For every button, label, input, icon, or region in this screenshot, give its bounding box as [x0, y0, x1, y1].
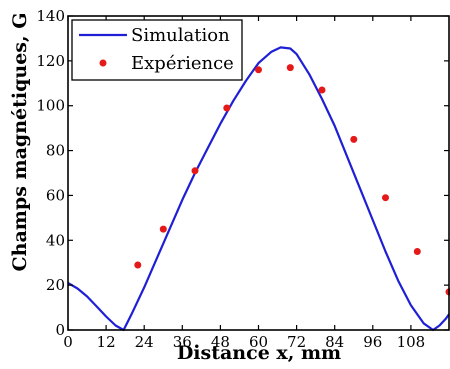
series-layer: [67, 46, 450, 332]
x-tick-label: 36: [173, 333, 192, 351]
y-tick-label: 60: [46, 186, 65, 204]
y-tick-label: 20: [46, 276, 65, 294]
data-point-experience: [159, 225, 167, 233]
x-tick-label: 72: [287, 333, 306, 351]
x-tick-label: 60: [249, 333, 268, 351]
legend: Simulation Expérience: [71, 19, 243, 81]
data-point-experience: [255, 66, 262, 74]
legend-experience-marker: [99, 59, 107, 67]
data-point-experience: [134, 261, 142, 269]
data-point-experience: [318, 86, 326, 94]
y-tick-label: 40: [46, 231, 65, 249]
data-point-experience: [382, 194, 389, 202]
data-point-experience: [413, 248, 421, 255]
data-point-experience: [223, 104, 231, 112]
x-tick-label: 96: [363, 333, 382, 351]
y-tick-label: 100: [36, 97, 65, 115]
ticks-layer: 0 12 24 36 48 60 72 84 96 108 0 20 40 60 80 100 120 140: [36, 7, 449, 351]
data-point-experience: [191, 167, 199, 175]
legend-experience-label: Expérience: [131, 53, 234, 74]
data-point-experience: [286, 64, 294, 72]
series-line-simulation: [67, 46, 450, 332]
x-tick-label: 24: [135, 333, 154, 351]
y-tick-label: 120: [36, 52, 65, 70]
data-point-experience: [350, 135, 358, 143]
legend-box: [71, 19, 243, 81]
y-tick-label: 80: [46, 142, 65, 160]
y-tick-label: 140: [36, 7, 65, 25]
x-tick-label: 12: [97, 333, 116, 351]
y-tick-label: 0: [55, 321, 65, 339]
x-axis-title: Distance x, mm: [177, 342, 341, 364]
x-tick-label: 84: [325, 333, 344, 351]
y-axis-title: Champs magnétiques, G: [9, 13, 31, 272]
x-tick-label: 48: [211, 333, 230, 351]
x-tick-label: 0: [63, 333, 73, 351]
x-tick-label: 108: [397, 333, 426, 351]
legend-simulation-label: Simulation: [131, 25, 230, 46]
